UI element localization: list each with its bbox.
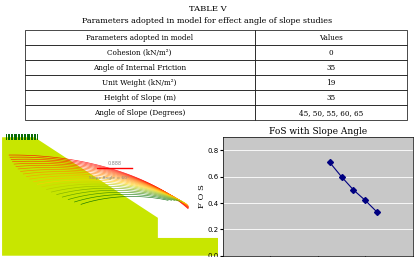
Text: 19: 19 — [326, 79, 335, 87]
Bar — [24, 30, 255, 45]
Text: Parameters adopted in model: Parameters adopted in model — [86, 34, 193, 42]
Bar — [24, 105, 255, 120]
Text: TABLE V: TABLE V — [189, 5, 226, 13]
Text: 45, 50, 55, 60, 65: 45, 50, 55, 60, 65 — [299, 109, 363, 117]
Bar — [255, 60, 407, 75]
Polygon shape — [2, 137, 218, 256]
Bar — [24, 75, 255, 90]
Text: 35: 35 — [326, 64, 335, 72]
Title: FoS with Slope Angle: FoS with Slope Angle — [269, 127, 367, 136]
Y-axis label: F O S: F O S — [198, 185, 206, 208]
Bar — [255, 30, 407, 45]
Text: Values: Values — [319, 34, 343, 42]
Text: 0.888: 0.888 — [107, 161, 122, 166]
Bar — [255, 90, 407, 105]
Text: Parameters adopted in model for effect angle of slope studies: Parameters adopted in model for effect a… — [83, 17, 332, 25]
Bar — [255, 105, 407, 120]
Text: Slope Angle = 60°: Slope Angle = 60° — [89, 176, 129, 180]
Bar — [24, 45, 255, 60]
Bar — [255, 75, 407, 90]
Text: Unit Weight (kN/m²): Unit Weight (kN/m²) — [103, 79, 177, 87]
Text: 35: 35 — [326, 94, 335, 102]
Bar — [255, 45, 407, 60]
Bar — [24, 90, 255, 105]
Text: Angle of Internal Friction: Angle of Internal Friction — [93, 64, 186, 72]
Text: Angle of Slope (Degrees): Angle of Slope (Degrees) — [94, 109, 186, 117]
Bar — [24, 60, 255, 75]
Text: Height of Slope (m): Height of Slope (m) — [104, 94, 176, 102]
Text: Cohesion (kN/m²): Cohesion (kN/m²) — [107, 49, 172, 57]
Text: 0: 0 — [328, 49, 333, 57]
